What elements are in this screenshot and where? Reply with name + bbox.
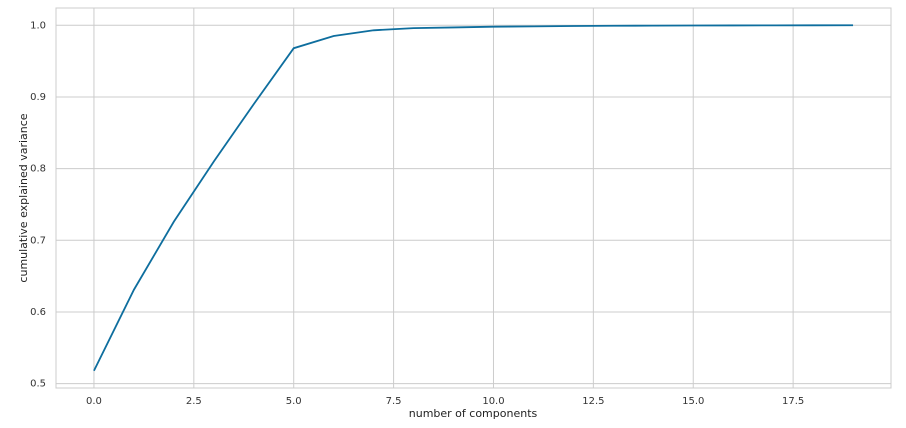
x-axis-label: number of components (409, 407, 538, 420)
x-tick-label: 7.5 (386, 396, 402, 407)
y-axis-label: cumulative explained variance (17, 113, 30, 282)
x-tick-label: 0.0 (86, 396, 102, 407)
plot-frame (55, 7, 892, 389)
x-tick-label: 17.5 (782, 396, 804, 407)
data-line (93, 24, 854, 372)
x-tick-label: 2.5 (186, 396, 202, 407)
x-tick-label: 10.0 (482, 396, 504, 407)
x-tick-label: 5.0 (286, 396, 302, 407)
y-tick-label: 1.0 (30, 20, 46, 31)
y-tick-label: 0.9 (30, 92, 46, 103)
y-tick-label: 0.8 (30, 164, 46, 175)
x-tick-label: 15.0 (682, 396, 704, 407)
y-tick-label: 0.6 (30, 307, 46, 318)
y-tick-label: 0.5 (30, 379, 46, 390)
y-tick-label: 0.7 (30, 235, 46, 246)
x-tick-label: 12.5 (582, 396, 604, 407)
